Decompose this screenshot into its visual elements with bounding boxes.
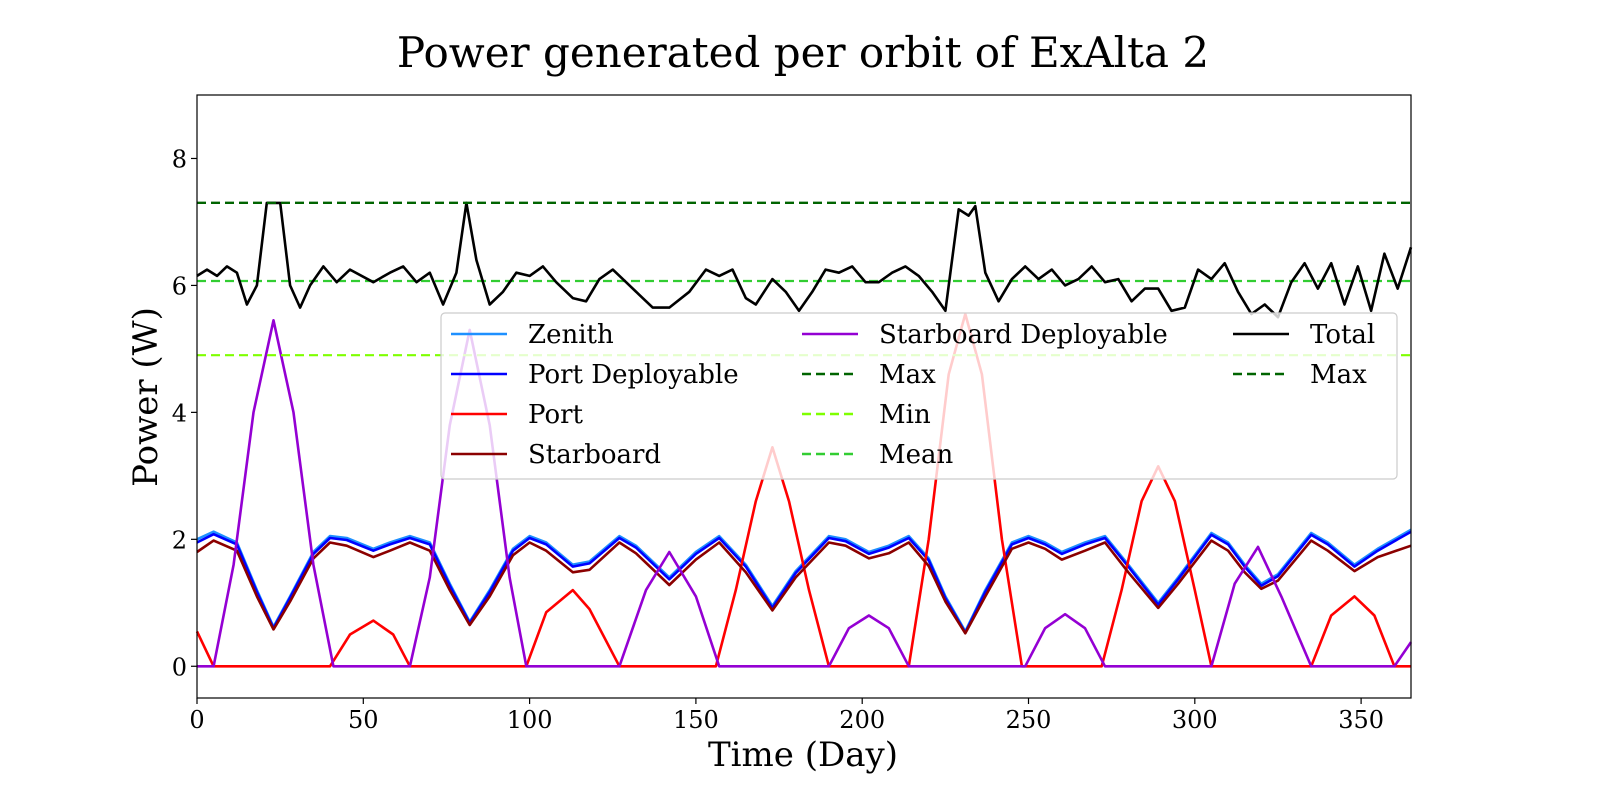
chart-title: Power generated per orbit of ExAlta 2 [397,28,1209,77]
y-axis: 0 2 4 6 8 [172,145,197,681]
y-axis-label: Power (W) [126,307,166,487]
legend-label-total: Total [1310,320,1375,350]
x-tick-label: 350 [1338,706,1384,734]
y-tick-label: 0 [172,653,187,681]
series-line-total-8 [196,201,1413,319]
y-tick-label: 6 [172,272,187,300]
x-tick-label: 250 [1006,706,1052,734]
legend-box [440,312,1398,480]
x-axis-label: Time (Day) [708,735,898,775]
legend-label-zenith: Zenith [528,320,614,350]
series-line-port-deployable-1 [196,530,1412,634]
x-tick-label: 0 [189,706,204,734]
series-line-starboard-3 [196,539,1412,635]
legend-label-port-deployable: Port Deployable [528,360,739,390]
legend-label-max: Max [1310,360,1367,390]
x-tick-label: 50 [348,706,379,734]
plot-area [195,201,1413,668]
legend-label-max: Max [879,360,936,390]
y-tick-label: 8 [172,145,187,173]
x-tick-label: 200 [839,706,885,734]
x-tick-label: 100 [507,706,553,734]
y-tick-label: 4 [172,399,187,427]
legend-label-port: Port [528,400,584,430]
legend-label-min: Min [879,400,931,430]
x-axis: 0 50 100 150 200 250 300 350 [189,698,1384,734]
x-tick-label: 150 [673,706,719,734]
y-tick-label: 2 [172,526,187,554]
legend: Zenith Port Deployable Port Starboard Starbo… [440,312,1398,480]
plot-frame [196,94,1412,699]
series-line-starboard-deployable-4 [197,319,1413,668]
legend-label-starboard-deployable: Starboard Deployable [879,320,1168,350]
legend-label-starboard: Starboard [528,440,661,470]
x-tick-label: 300 [1172,706,1218,734]
legend-label-mean: Mean [879,440,954,470]
